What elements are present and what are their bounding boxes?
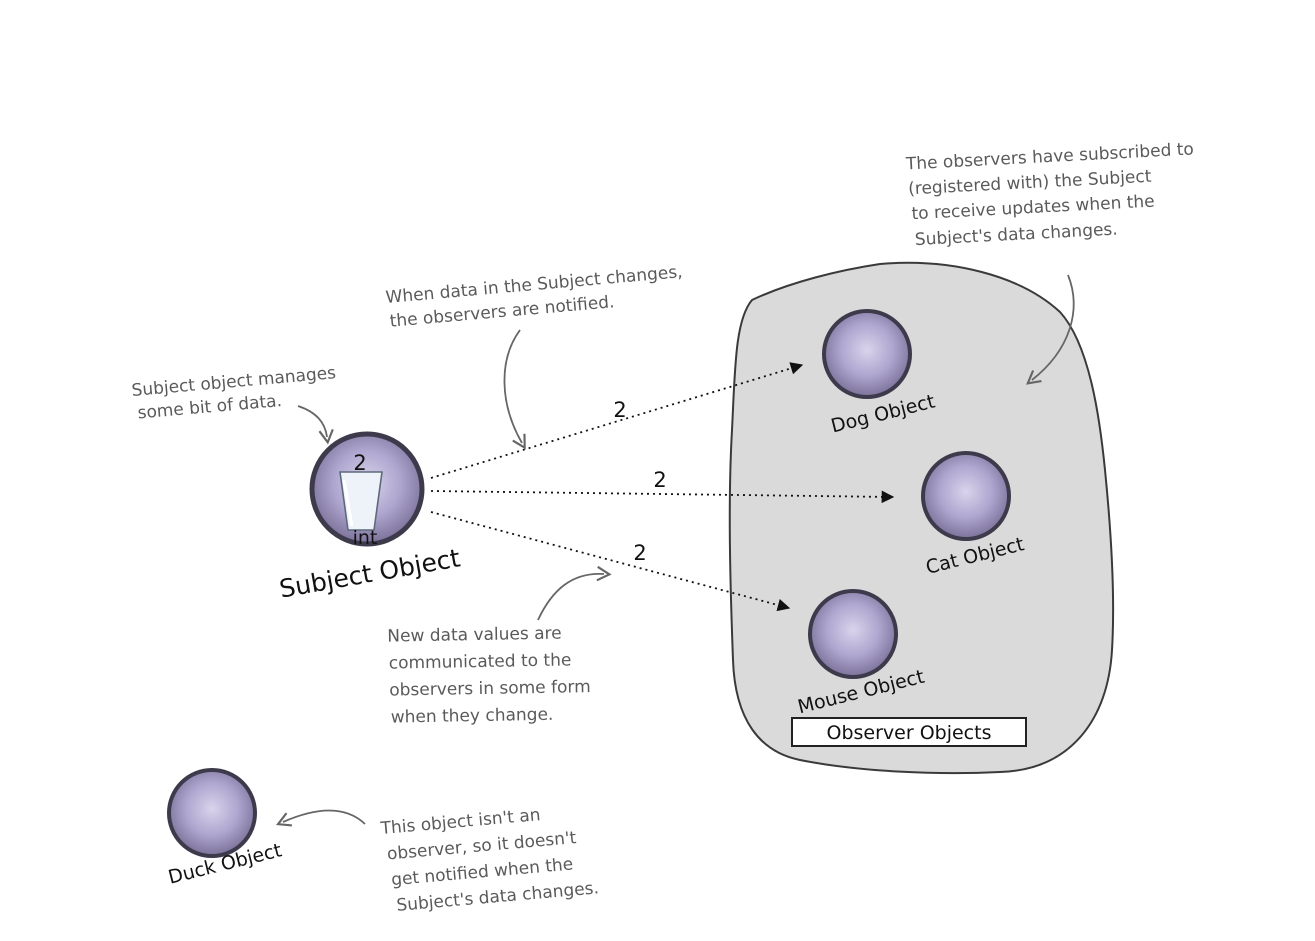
curl-arrow-not-observer — [276, 809, 366, 827]
observer-group-blob — [728, 261, 1115, 775]
subject-object: 2 int Subject Object — [277, 431, 462, 604]
dog-object: Dog Object — [822, 309, 937, 438]
svg-text:Subject's data changes.: Subject's data changes. — [914, 220, 1118, 251]
svg-text:New data values are: New data values are — [387, 624, 562, 647]
annotation-not-observer: This object isn't an observer, so it doe… — [379, 805, 600, 916]
notify-arrow-mouse — [430, 511, 791, 612]
observer-group-label-box — [791, 717, 1027, 747]
curl-arrow-new-values — [537, 565, 612, 621]
subject-value: 2 — [353, 451, 366, 475]
cat-sphere — [921, 451, 1011, 541]
svg-text:observers in some form: observers in some form — [389, 677, 591, 701]
curl-arrow-subscribed — [1026, 274, 1075, 385]
notify-arrow-dog — [430, 362, 804, 479]
subject-label: Subject Object — [277, 543, 462, 603]
duck-sphere — [167, 768, 257, 858]
message-value-mouse: 2 — [633, 541, 646, 565]
annotation-subscribed: The observers have subscribed to (regist… — [904, 139, 1194, 251]
svg-text:communicated to the: communicated to the — [389, 650, 572, 673]
mouse-sphere — [808, 589, 898, 679]
message-value-cat: 2 — [653, 468, 666, 492]
observer-group-label: Observer Objects — [827, 722, 992, 744]
subject-type: int — [353, 527, 378, 549]
notify-arrow-cat — [430, 490, 895, 504]
message-value-dog: 2 — [613, 398, 626, 422]
duck-object: Duck Object — [166, 768, 284, 889]
annotation-subject-manages: Subject object manages some bit of data. — [131, 363, 337, 423]
annotation-notified: When data in the Subject changes, the ob… — [385, 262, 684, 332]
curl-arrow-notified — [503, 329, 526, 450]
svg-text:when they change.: when they change. — [391, 705, 554, 728]
curl-arrow-subject-manages — [297, 405, 334, 445]
dog-sphere — [822, 309, 912, 399]
annotation-new-values: New data values are communicated to the … — [387, 624, 591, 728]
